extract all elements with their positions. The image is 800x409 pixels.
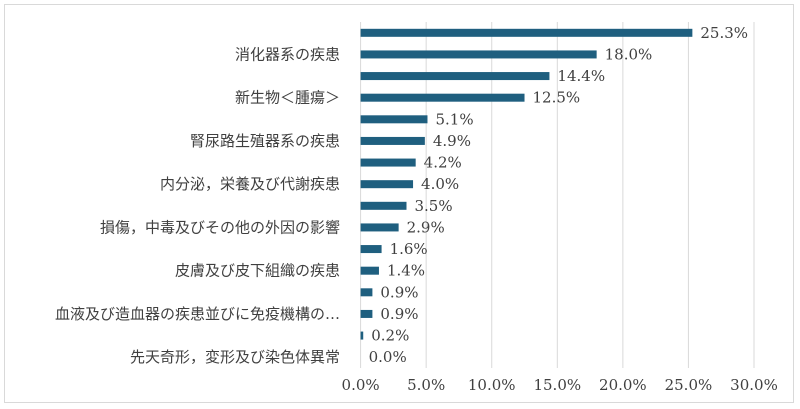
- data-label: 4.0%: [421, 175, 459, 193]
- bar: [360, 288, 373, 297]
- bar: [360, 28, 693, 37]
- data-label: 25.3%: [700, 24, 748, 42]
- category-label: 先天奇形，変形及び染色体異常: [130, 348, 340, 366]
- data-label: 1.4%: [387, 262, 425, 280]
- x-tick-label: 5.0%: [407, 376, 445, 394]
- x-tick-label: 10.0%: [468, 376, 516, 394]
- x-tick-label: 25.0%: [665, 376, 713, 394]
- data-label: 18.0%: [605, 45, 653, 63]
- data-label: 12.5%: [533, 89, 581, 107]
- bar: [360, 93, 525, 102]
- data-label: 0.9%: [380, 283, 418, 301]
- x-tick-label: 0.0%: [342, 376, 380, 394]
- data-label: 2.9%: [407, 218, 445, 236]
- x-tick-label: 20.0%: [599, 376, 647, 394]
- x-tick-label: 15.0%: [533, 376, 581, 394]
- category-label: 消化器系の疾患: [235, 45, 340, 63]
- data-label: 5.1%: [435, 110, 473, 128]
- bar: [360, 72, 550, 81]
- data-label: 14.4%: [557, 67, 605, 85]
- category-label: 血液及び造血器の疾患並びに免疫機構の…: [55, 305, 340, 323]
- bar: [360, 50, 597, 59]
- bar: [360, 180, 414, 189]
- category-label: 内分泌，栄養及び代謝疾患: [160, 175, 340, 193]
- data-label: 0.0%: [369, 348, 407, 366]
- bar: [360, 136, 425, 145]
- bar: [360, 158, 416, 167]
- x-tick-label: 30.0%: [730, 376, 778, 394]
- bar: [360, 223, 399, 232]
- category-label: 皮膚及び皮下組織の疾患: [175, 262, 340, 280]
- category-label: 新生物＜腫瘍＞: [235, 89, 340, 107]
- data-label: 4.9%: [433, 132, 471, 150]
- bar: [360, 331, 364, 340]
- data-label: 0.2%: [371, 327, 409, 345]
- bar: [360, 201, 407, 210]
- bar: [360, 309, 373, 318]
- bar: [360, 115, 428, 124]
- bar: [360, 266, 379, 275]
- category-label: 損傷，中毒及びその他の外因の影響: [100, 218, 340, 236]
- bar: [360, 245, 382, 254]
- category-label: 腎尿路生殖器系の疾患: [190, 132, 340, 150]
- data-label: 0.9%: [380, 305, 418, 323]
- data-label: 4.2%: [424, 154, 462, 172]
- data-label: 1.6%: [390, 240, 428, 258]
- data-label: 3.5%: [414, 197, 452, 215]
